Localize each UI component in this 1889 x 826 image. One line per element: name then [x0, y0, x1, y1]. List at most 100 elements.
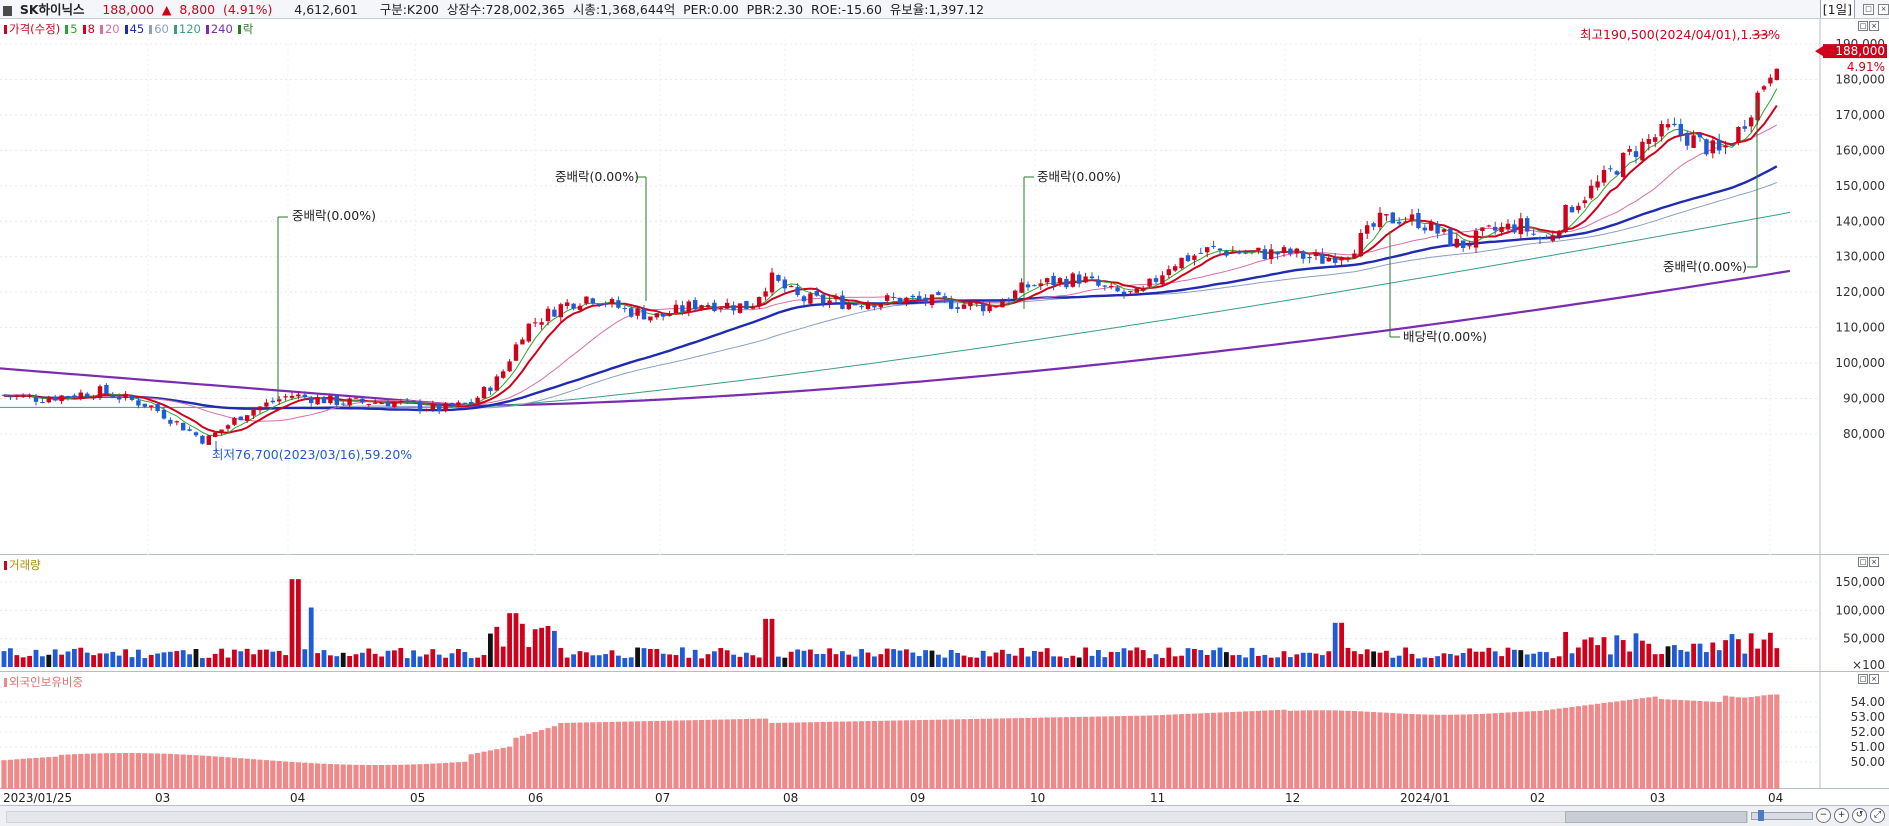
foreign-ownership-bar: [1319, 710, 1325, 789]
zoom-out-icon[interactable]: −: [1816, 808, 1831, 823]
legend-item[interactable]: 240: [205, 22, 233, 36]
candle-body: [1230, 251, 1235, 254]
volume-bar: [1019, 647, 1024, 667]
candle-body: [808, 293, 813, 304]
pane-maximize-icon[interactable]: □: [1858, 674, 1868, 684]
foreign-ownership-bar: [327, 764, 333, 789]
foreign-ownership-bar: [1108, 716, 1114, 789]
legend-item[interactable]: 20: [99, 22, 120, 36]
price-legend: 가격(수정) 5 8 20 45 60 120 240 락: [4, 21, 258, 37]
zoom-fit-icon[interactable]: ⤢: [1870, 808, 1885, 823]
legend-item[interactable]: 가격(수정): [4, 21, 60, 37]
volume-bar: [1755, 648, 1760, 667]
foreign-ownership-bar: [859, 721, 865, 789]
foreign-ownership-bar: [1659, 699, 1665, 789]
volume-pane[interactable]: 150,000 100,000 50,000 ×100 거래량 □ ×: [0, 555, 1889, 672]
price-chart[interactable]: 190,000180,000170,000160,000150,000140,0…: [0, 19, 1889, 555]
candle-body: [1627, 149, 1632, 152]
pane-close-icon[interactable]: ×: [1869, 557, 1879, 567]
candle-body: [1537, 237, 1543, 240]
foreign-ownership-bar: [737, 719, 743, 789]
candle-body: [513, 344, 519, 361]
candle-body: [347, 398, 352, 406]
legend-item[interactable]: 5: [65, 22, 78, 36]
volume-bar: [788, 651, 794, 667]
volume-bar: [1326, 651, 1332, 667]
foreign-ownership-bar: [756, 718, 762, 789]
pane-maximize-icon[interactable]: □: [1858, 21, 1868, 31]
stock-name[interactable]: SK하이닉스: [19, 2, 85, 17]
legend-item[interactable]: 60: [149, 22, 169, 36]
pane-close-icon[interactable]: ×: [1869, 21, 1879, 31]
foreign-ownership-bar: [225, 757, 231, 789]
foreign-ownership-bar: [1691, 700, 1697, 789]
candle-body: [1685, 132, 1690, 146]
foreign-ownership-bar: [1095, 716, 1101, 789]
legend-label: 60: [154, 22, 169, 36]
legend-item[interactable]: 8: [82, 22, 95, 36]
volume-bar: [1614, 635, 1620, 667]
foreign-ownership-bar: [385, 764, 391, 789]
volume-chart[interactable]: 150,000 100,000 50,000 ×100: [0, 555, 1889, 672]
candle-body: [1729, 144, 1735, 146]
legend-label: 120: [178, 22, 201, 36]
period-button[interactable]: [1일]: [1819, 0, 1855, 18]
candle-body: [129, 395, 135, 400]
foreign-ownership-bar: [1044, 717, 1050, 789]
y-tick-label: 180,000: [1835, 72, 1885, 86]
y-tick-label: 100,000: [1835, 603, 1885, 617]
volume-bar: [705, 654, 711, 667]
legend-label: 5: [70, 22, 78, 36]
candle-body: [277, 399, 282, 402]
price-pane[interactable]: 190,000 180,000 170,000 160,000 150,000 140,0…: [0, 19, 1889, 555]
foreign-ownership-bar: [993, 718, 999, 789]
chart-scrollbar[interactable]: − + ↺ ⤢: [0, 806, 1889, 826]
volume-bar: [1761, 639, 1767, 667]
candle-body: [904, 297, 909, 303]
foreign-ownership-bar: [596, 722, 602, 789]
legend-item[interactable]: 45: [124, 22, 144, 36]
volume-bar: [174, 651, 180, 667]
scroll-track[interactable]: [6, 811, 1748, 823]
foreign-ownership-bar: [1403, 713, 1409, 789]
volume-bar: [1198, 650, 1204, 667]
candle-body: [315, 397, 320, 405]
zoom-reset-icon[interactable]: ↺: [1852, 808, 1867, 823]
legend-item[interactable]: 120: [173, 22, 201, 36]
volume-bar: [200, 658, 205, 667]
candle-body: [1147, 278, 1152, 287]
legend-swatch: [237, 25, 241, 34]
pane-maximize-icon[interactable]: □: [1858, 557, 1868, 567]
pane-close-icon[interactable]: ×: [1869, 674, 1879, 684]
scroll-thumb[interactable]: [1565, 811, 1747, 823]
legend-item[interactable]: 락: [237, 21, 253, 37]
date-axis: 2023/01/25 03 04 05 06 07 08 09 10 11 12 2024/01 02 0…: [0, 789, 1889, 806]
close-icon[interactable]: ×: [1878, 4, 1889, 15]
foreign-ownership-bar: [1774, 694, 1780, 789]
zoom-in-icon[interactable]: +: [1834, 808, 1849, 823]
low-price-label: 최저76,700(2023/03/16),59.20%: [212, 447, 412, 462]
zoom-slider-handle[interactable]: [1758, 809, 1764, 821]
volume-bar: [110, 651, 116, 667]
maximize-icon[interactable]: □: [1863, 4, 1874, 15]
foreign-ownership-bar: [212, 756, 218, 789]
market-cap: 시총:1,368,644억: [572, 2, 676, 17]
legend-swatch: [82, 25, 86, 34]
foreign-ownership-bar: [1140, 715, 1146, 789]
foreign-ownership-bar: [923, 719, 929, 789]
volume-bar: [1185, 648, 1191, 667]
candle-body: [1326, 257, 1331, 262]
volume-bar: [1352, 651, 1357, 667]
volume-bar: [20, 657, 26, 667]
candle-body: [1179, 257, 1184, 269]
volume-bar: [129, 657, 135, 667]
foreign-ownership-bar: [1377, 712, 1383, 789]
foreign-ownership-pane[interactable]: 54.00 53.00 52.00 51.00 50.00 외국인보유비중 □ ×: [0, 672, 1889, 789]
volume-bar: [372, 653, 378, 667]
zoom-slider[interactable]: [1751, 809, 1813, 821]
candle-body: [155, 404, 160, 412]
legend-label: 20: [104, 22, 120, 36]
volume-bar: [667, 654, 672, 667]
current-pct-tag-label: 4.91%: [1847, 60, 1885, 74]
